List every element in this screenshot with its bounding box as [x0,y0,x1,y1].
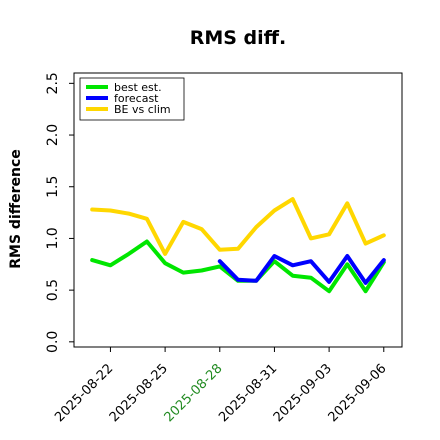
y-axis-label: RMS difference [8,149,24,269]
y-tick-label: 2.5 [45,72,61,94]
legend-label: best est. [114,81,162,94]
y-tick-label: 0.0 [45,331,61,353]
series-lines [90,197,386,294]
x-tick-label: 2025-09-06 [326,361,390,425]
x-axis-ticks: 2025-08-222025-08-252025-08-282025-08-31… [52,347,390,425]
y-tick-label: 2.0 [45,124,61,146]
y-tick-label: 1.5 [45,176,61,198]
legend-label: BE vs clim [114,103,171,116]
chart-title: RMS diff. [190,27,287,49]
plot-frame [73,72,403,348]
y-tick-label: 1.0 [45,227,61,249]
series-line-be-vs-clim [90,197,386,256]
legend-label: forecast [114,92,159,105]
y-tick-label: 0.5 [45,279,61,301]
series-line-forecast [217,254,386,285]
y-axis-ticks: 0.0 0.5 1.0 1.5 2.0 2.5 [45,72,74,353]
